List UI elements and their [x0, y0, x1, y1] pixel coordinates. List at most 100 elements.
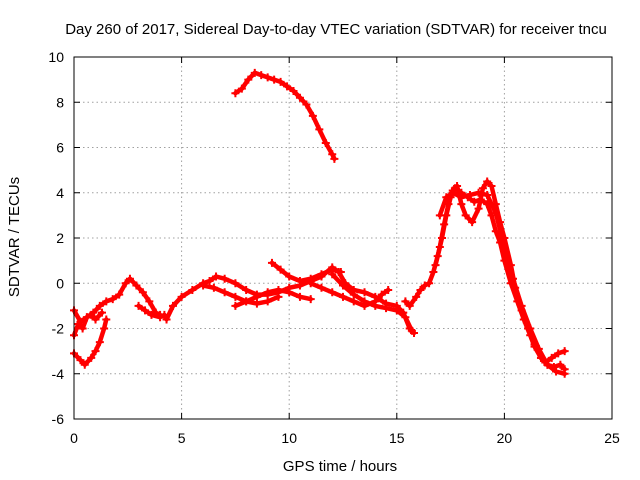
data-point [474, 188, 483, 197]
data-point [145, 297, 154, 306]
data-point [267, 258, 276, 267]
data-point [401, 313, 410, 322]
y-tick-label: 10 [48, 49, 64, 65]
data-point [252, 292, 261, 301]
data-point [212, 272, 221, 281]
data-point [97, 308, 106, 317]
data-series [70, 68, 569, 378]
data-point [108, 295, 117, 304]
data-point [487, 181, 496, 190]
data-point [330, 154, 339, 163]
data-point [231, 301, 240, 310]
data-point [377, 290, 386, 299]
data-point [102, 297, 111, 306]
data-point [560, 369, 569, 378]
data-point [321, 138, 330, 147]
x-tick-label: 20 [497, 430, 513, 446]
data-point [289, 86, 298, 95]
y-tick-label: 4 [56, 185, 64, 201]
data-point [231, 292, 240, 301]
data-point [242, 297, 251, 306]
data-point [405, 301, 414, 310]
data-point [440, 220, 449, 229]
data-point [401, 297, 410, 306]
data-point [360, 301, 369, 310]
data-point [102, 315, 111, 324]
data-point [295, 292, 304, 301]
series-line-trace-e [164, 265, 417, 336]
data-point [457, 200, 466, 209]
data-point [270, 75, 279, 84]
data-point [349, 297, 358, 306]
data-point [420, 281, 429, 290]
data-point [306, 295, 315, 304]
data-point [474, 204, 483, 213]
y-tick-label: 2 [56, 230, 64, 246]
data-point [252, 299, 261, 308]
data-point [95, 338, 104, 347]
data-point [560, 347, 569, 356]
plot-frame [73, 56, 613, 420]
data-point [250, 68, 259, 77]
data-point [339, 281, 347, 290]
data-point [237, 84, 246, 93]
data-point [199, 281, 208, 290]
data-point [517, 301, 526, 310]
series-line-trace-l [433, 179, 567, 365]
data-point [448, 188, 457, 197]
data-point [491, 209, 500, 218]
data-point [478, 184, 487, 193]
x-axis-label: GPS time / hours [283, 458, 397, 475]
data-point [483, 191, 492, 200]
data-point [242, 286, 251, 295]
data-point [412, 292, 421, 301]
data-point [263, 73, 272, 82]
data-point [317, 270, 326, 279]
data-point [407, 326, 416, 335]
data-point [82, 313, 91, 322]
y-tick-label: 0 [56, 275, 64, 291]
x-tick-label: 25 [604, 430, 620, 446]
data-point [295, 276, 304, 285]
x-tick-label: 10 [281, 430, 297, 446]
data-point [339, 292, 347, 301]
data-point [141, 306, 150, 315]
data-point [263, 297, 272, 306]
data-point [285, 272, 294, 281]
data-point [132, 281, 141, 290]
data-point [308, 111, 317, 120]
data-point [425, 279, 434, 288]
data-point [328, 270, 337, 279]
y-tick-label: 8 [56, 94, 64, 110]
data-point [392, 306, 401, 315]
data-point [382, 304, 391, 313]
data-point [134, 301, 143, 310]
data-point [95, 301, 104, 310]
y-axis-label: SDTVAR / TECUs [6, 177, 23, 297]
data-point [465, 191, 474, 200]
data-point [80, 360, 89, 369]
data-point [384, 286, 393, 295]
data-point [276, 265, 285, 274]
data-point [125, 274, 134, 283]
axis-ticks: 0 5 10 15 20 25 -6 -4 -2 0 2 4 6 8 10 [48, 49, 620, 446]
data-point [534, 344, 543, 353]
x-tick-label: 15 [389, 430, 405, 446]
data-point [442, 193, 451, 202]
data-point [328, 288, 337, 297]
data-point [302, 100, 311, 109]
data-point [371, 297, 380, 306]
data-point [457, 193, 466, 202]
data-point [87, 353, 96, 362]
data-point [177, 292, 186, 301]
data-point [429, 267, 438, 276]
data-point [509, 274, 518, 283]
data-point [121, 279, 130, 288]
data-point [205, 276, 214, 285]
data-point [349, 290, 358, 299]
data-point [147, 310, 156, 319]
data-point [556, 360, 565, 369]
data-point [209, 283, 218, 292]
data-point [315, 125, 324, 134]
